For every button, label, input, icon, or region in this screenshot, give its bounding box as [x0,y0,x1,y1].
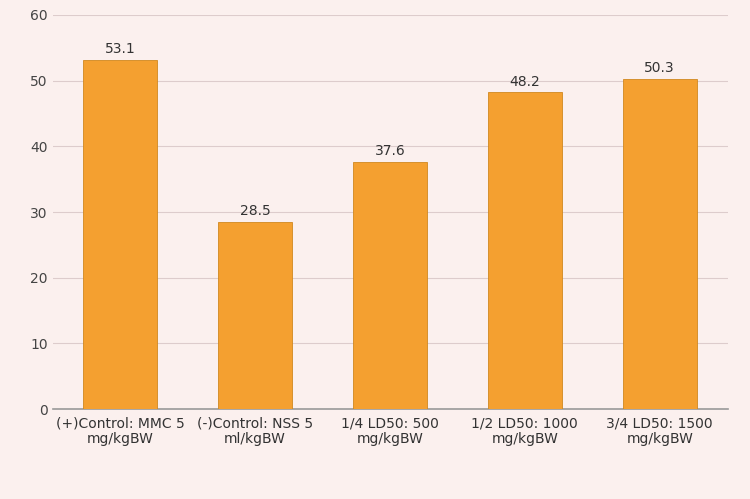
Text: 48.2: 48.2 [509,74,540,88]
Bar [622,79,697,409]
Bar [218,222,292,409]
Bar [83,60,158,409]
Text: 53.1: 53.1 [105,42,136,56]
Bar [488,92,562,409]
Text: 37.6: 37.6 [375,144,405,158]
Text: 50.3: 50.3 [644,61,675,75]
Text: 28.5: 28.5 [240,204,271,218]
Bar [353,162,427,409]
